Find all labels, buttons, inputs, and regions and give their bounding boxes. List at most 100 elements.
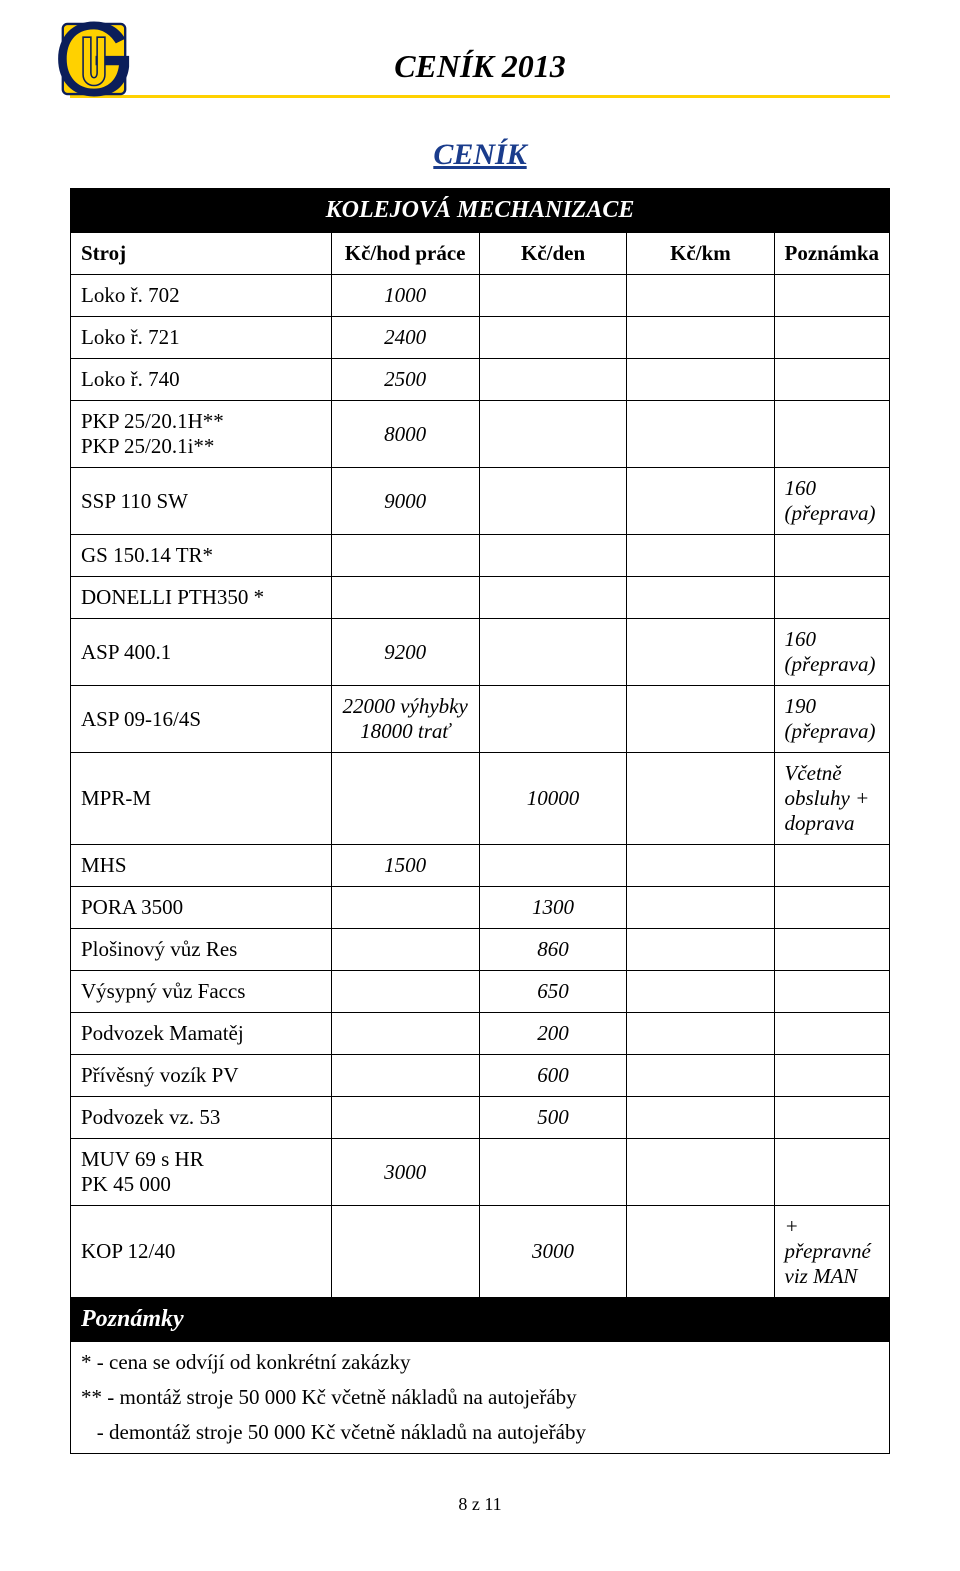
table-cell	[774, 971, 890, 1013]
table-cell: 190 (přeprava)	[774, 686, 890, 753]
table-cell: 860	[479, 929, 627, 971]
table-cell: GS 150.14 TR*	[71, 535, 332, 577]
table-cell: PKP 25/20.1H** PKP 25/20.1i**	[71, 401, 332, 468]
table-row: MUV 69 s HR PK 45 0003000	[71, 1139, 890, 1206]
table-cell: ASP 400.1	[71, 619, 332, 686]
divider	[70, 95, 890, 98]
table-row: GS 150.14 TR*	[71, 535, 890, 577]
table-cell: 1300	[479, 887, 627, 929]
table-cell	[774, 1139, 890, 1206]
table-cell: 9000	[331, 468, 479, 535]
table-cell	[331, 577, 479, 619]
table-row: SSP 110 SW9000 160 (přeprava)	[71, 468, 890, 535]
table-cell: MUV 69 s HR PK 45 000	[71, 1139, 332, 1206]
table-cell	[774, 1013, 890, 1055]
table-cell	[774, 1097, 890, 1139]
footnotes-row: * - cena se odvíjí od konkrétní zakázky …	[71, 1342, 890, 1454]
table-cell	[331, 1013, 479, 1055]
table-cell	[479, 468, 627, 535]
table-cell: 160 (přeprava)	[774, 468, 890, 535]
table-cell	[627, 1013, 774, 1055]
col-header: Kč/km	[627, 233, 774, 275]
table-cell	[331, 535, 479, 577]
section-title: CENÍK	[70, 138, 890, 172]
table-cell: KOP 12/40	[71, 1206, 332, 1298]
table-row: KOP 12/40 3000 + přepravné viz MAN	[71, 1206, 890, 1298]
table-row: MPR-M10000Včetně obsluhy + doprava	[71, 753, 890, 845]
table-cell: 200	[479, 1013, 627, 1055]
table-cell: 650	[479, 971, 627, 1013]
table-cell: 1500	[331, 845, 479, 887]
table-cell: + přepravné viz MAN	[774, 1206, 890, 1298]
page-title: CENÍK 2013	[70, 48, 890, 85]
price-table: KOLEJOVÁ MECHANIZACE Stroj Kč/hod práce …	[70, 188, 890, 1454]
notes-label: Poznámky	[71, 1298, 890, 1342]
table-cell	[627, 317, 774, 359]
table-cell	[479, 317, 627, 359]
table-cell	[627, 1097, 774, 1139]
table-cell	[479, 686, 627, 753]
table-cell: Podvozek Mamatěj	[71, 1013, 332, 1055]
table-cell	[331, 1097, 479, 1139]
table-cell	[627, 401, 774, 468]
table-cell	[627, 686, 774, 753]
table-cell	[479, 359, 627, 401]
table-row: Loko ř. 7212400	[71, 317, 890, 359]
table-cell: 3000	[479, 1206, 627, 1298]
table-cell	[774, 535, 890, 577]
table-notes-band: Poznámky	[71, 1298, 890, 1342]
table-cell	[627, 971, 774, 1013]
table-cell	[479, 401, 627, 468]
table-cell: MHS	[71, 845, 332, 887]
table-cell	[627, 753, 774, 845]
table-row: ASP 400.19200 160 (přeprava)	[71, 619, 890, 686]
table-cell	[479, 275, 627, 317]
table-cell	[774, 317, 890, 359]
table-cell	[774, 845, 890, 887]
table-row: Podvozek Mamatěj 200	[71, 1013, 890, 1055]
table-cell	[627, 929, 774, 971]
table-cell: 2400	[331, 317, 479, 359]
table-cell	[627, 1139, 774, 1206]
table-cell	[774, 577, 890, 619]
table-cell: 600	[479, 1055, 627, 1097]
col-header: Poznámka	[774, 233, 890, 275]
table-row: MHS1500	[71, 845, 890, 887]
footnote: ** - montáž stroje 50 000 Kč včetně nákl…	[81, 1385, 879, 1410]
table-cell	[627, 275, 774, 317]
table-cell	[774, 929, 890, 971]
table-row: Přívěsný vozík PV600	[71, 1055, 890, 1097]
table-cell: Loko ř. 702	[71, 275, 332, 317]
page-number: 8 z 11	[70, 1494, 890, 1515]
table-cell	[627, 619, 774, 686]
table-cell	[774, 359, 890, 401]
table-row: PORA 35001300	[71, 887, 890, 929]
table-cell	[627, 468, 774, 535]
table-row: Výsypný vůz Faccs 650	[71, 971, 890, 1013]
table-cell: Včetně obsluhy + doprava	[774, 753, 890, 845]
table-cell: 3000	[331, 1139, 479, 1206]
footnote: * - cena se odvíjí od konkrétní zakázky	[81, 1350, 879, 1375]
table-cell: Podvozek vz. 53	[71, 1097, 332, 1139]
table-cell: SSP 110 SW	[71, 468, 332, 535]
table-cell: 9200	[331, 619, 479, 686]
table-row: Plošinový vůz Res 860	[71, 929, 890, 971]
company-logo	[55, 20, 133, 98]
table-cell	[479, 535, 627, 577]
table-cell	[331, 929, 479, 971]
table-cell: Výsypný vůz Faccs	[71, 971, 332, 1013]
table-cell	[627, 535, 774, 577]
table-cell	[479, 1139, 627, 1206]
table-cell: 22000 výhybky 18000 trať	[331, 686, 479, 753]
table-cell: 160 (přeprava)	[774, 619, 890, 686]
col-header: Kč/den	[479, 233, 627, 275]
footnotes-cell: * - cena se odvíjí od konkrétní zakázky …	[71, 1342, 890, 1454]
table-cell: Plošinový vůz Res	[71, 929, 332, 971]
table-cell	[774, 401, 890, 468]
table-cell: 2500	[331, 359, 479, 401]
col-header: Stroj	[71, 233, 332, 275]
table-cell	[479, 845, 627, 887]
table-cell: Loko ř. 721	[71, 317, 332, 359]
table-cell	[627, 845, 774, 887]
table-cell	[774, 275, 890, 317]
